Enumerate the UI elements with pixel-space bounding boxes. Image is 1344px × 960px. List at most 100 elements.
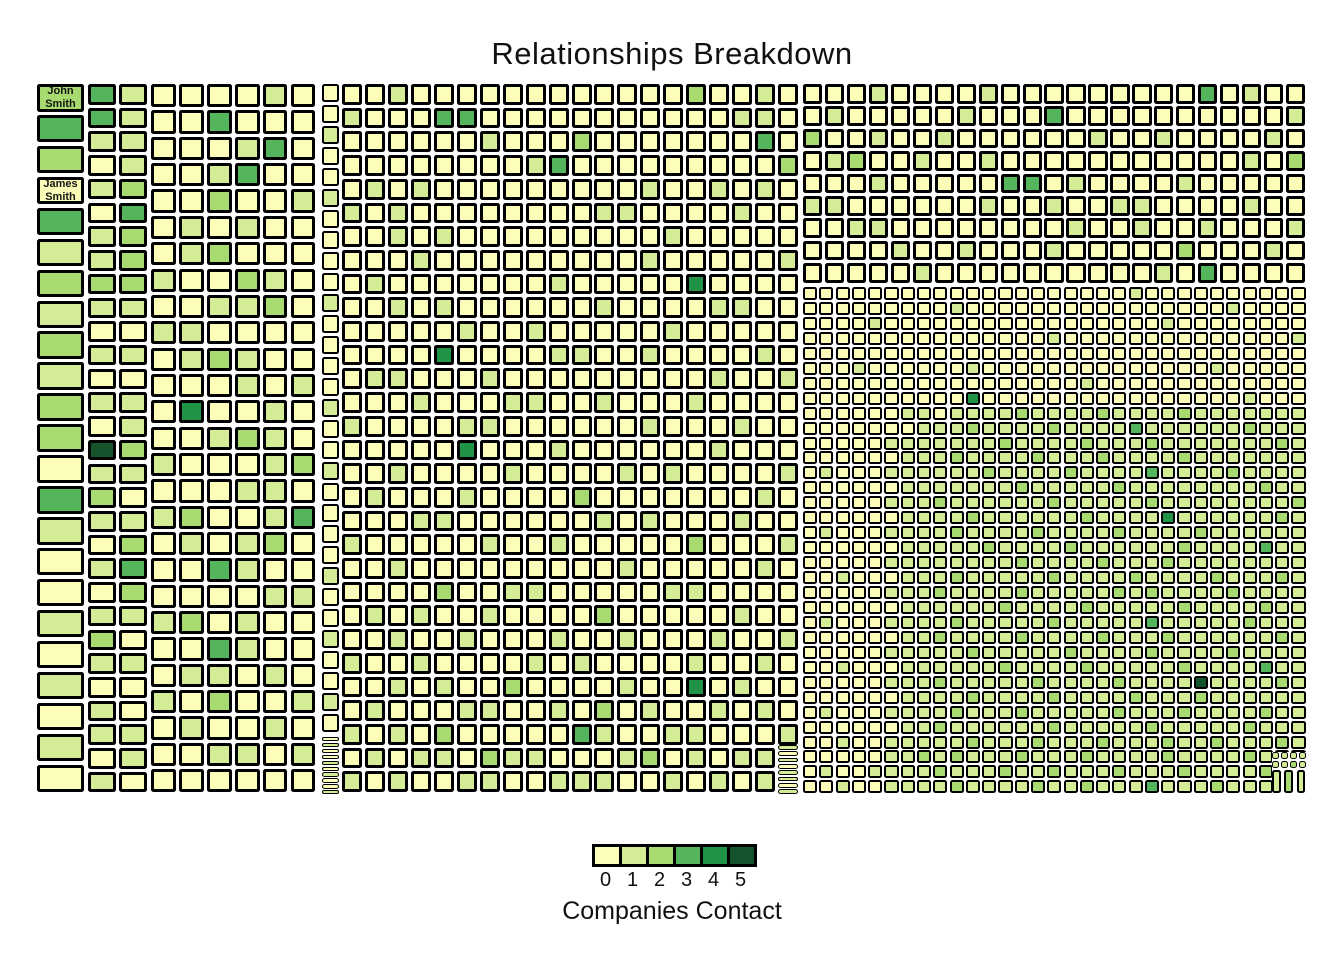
cell [868,466,883,480]
cell [900,765,915,779]
cell [1161,316,1176,330]
cell [479,510,500,532]
cell [433,155,454,176]
cell [151,663,176,687]
cell [594,297,615,319]
cell [234,452,260,477]
cell [1079,690,1094,704]
cell [364,297,385,319]
cell [1112,765,1127,779]
cell [1063,720,1078,734]
cell [1161,690,1176,704]
cell [933,765,948,779]
cell-label-line: John [47,85,74,98]
cell [1132,128,1152,149]
cell [178,189,204,213]
cell [709,486,730,508]
cell [884,660,899,674]
cell [900,376,915,390]
cell [387,676,408,698]
legend-tick-label: 4 [707,869,720,891]
cell [88,700,116,722]
cell [1047,720,1062,734]
cell [900,406,915,420]
cell [1000,240,1020,261]
cell [998,511,1013,525]
cell [1210,600,1225,614]
cell [594,273,615,295]
cell [778,463,799,484]
cell [1193,526,1208,540]
cell [364,392,385,413]
cell [949,541,964,555]
cell [502,415,523,437]
cell [571,368,592,390]
cell [178,215,204,240]
cell [1112,406,1127,420]
cell [1063,780,1078,794]
cell [571,747,592,769]
cell [151,769,176,793]
cell [663,486,684,508]
cell [917,496,932,510]
cell [1242,660,1257,674]
cell [884,406,899,420]
cell [1132,196,1152,216]
cell [1110,196,1130,216]
cell [290,663,316,687]
cell [456,700,477,721]
cell [755,107,776,129]
cell [525,463,546,484]
cell [1112,376,1127,390]
cell [1242,600,1257,614]
cell [479,581,500,603]
cell [456,155,477,176]
cell [884,361,899,375]
cell [1112,556,1127,570]
cell [1242,451,1257,465]
cell [732,392,753,413]
cell [1193,600,1208,614]
cell [1088,173,1108,194]
cell [1176,173,1196,194]
cell [1193,780,1208,794]
cell [1047,615,1062,629]
cell [1144,780,1160,794]
cell [88,511,116,532]
cell [755,605,776,627]
cell [778,676,799,698]
cell [479,368,500,390]
cell [548,297,569,319]
cell [178,163,204,187]
cell [1112,421,1127,435]
cell [1220,84,1240,104]
cell [548,510,569,532]
cell [410,676,431,698]
cell [1290,760,1298,768]
cell [88,724,116,745]
cell [778,202,799,224]
cell [479,676,500,698]
cell [1210,675,1225,689]
cell [998,600,1013,614]
cell [37,547,84,576]
cell [1242,720,1257,734]
cell [1047,600,1062,614]
cell [617,486,638,508]
cell [982,586,997,599]
cell [1258,361,1273,375]
cell [617,771,638,793]
cell [1063,316,1078,330]
cell [1047,436,1062,450]
cell [1226,316,1241,330]
cell [803,301,818,315]
cell [868,705,883,719]
cell [525,486,546,508]
cell [548,226,569,247]
cell [119,250,147,271]
cell [387,415,408,437]
cell [640,84,661,105]
cell [846,196,867,216]
cell [890,218,911,239]
cell [479,486,500,508]
